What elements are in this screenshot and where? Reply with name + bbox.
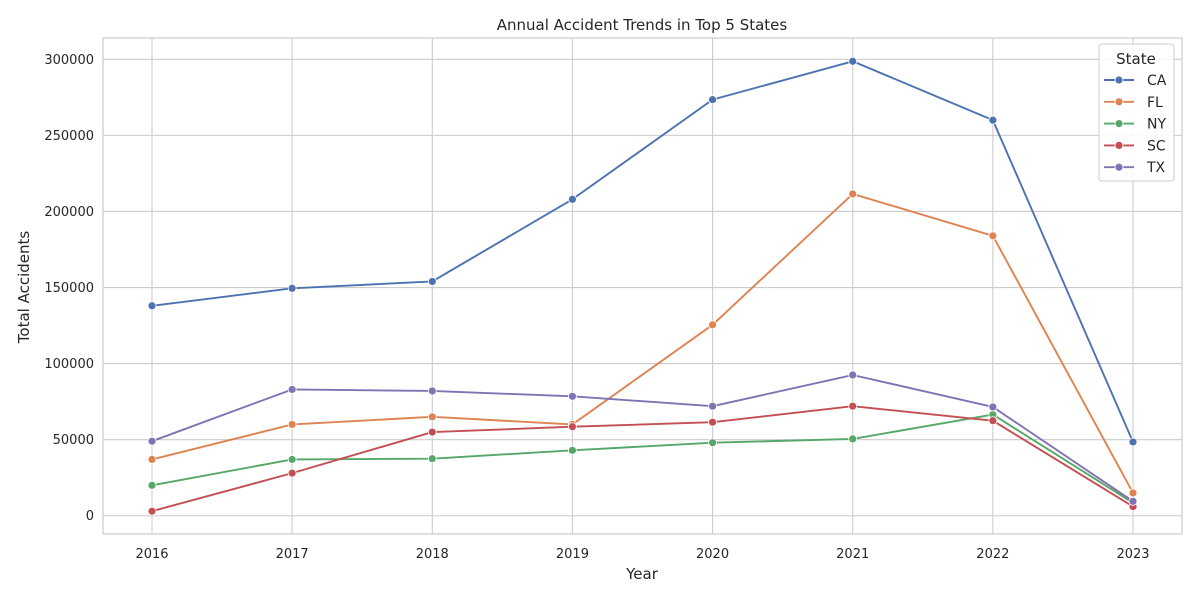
x-tick-label: 2019 (556, 547, 589, 562)
x-tick-label: 2016 (135, 547, 168, 562)
legend-item-tx: TX (1104, 160, 1166, 176)
data-point-ca (988, 115, 998, 125)
series-tx (147, 370, 1138, 506)
data-point-fl (848, 189, 858, 199)
y-axis-label: Total Accidents (15, 231, 33, 345)
y-tick-label: 50000 (53, 433, 94, 448)
y-tick-label: 200000 (44, 205, 94, 220)
series-ca (147, 56, 1138, 447)
data-point-tx (427, 386, 437, 396)
plot-frame (102, 37, 1183, 535)
data-point-ca (287, 283, 297, 293)
data-point-ny (568, 445, 577, 455)
x-tick-label: 2020 (696, 547, 729, 562)
data-point-sc (988, 416, 998, 426)
x-tick-label: 2022 (976, 547, 1009, 562)
data-point-tx (287, 385, 297, 394)
series-fl (147, 189, 1138, 498)
legend-marker (1114, 119, 1124, 128)
x-tick-label: 2021 (836, 547, 869, 562)
legend-label: CA (1147, 73, 1167, 89)
data-point-fl (427, 412, 437, 422)
grid-lines (103, 38, 1182, 534)
data-point-ca (427, 277, 437, 286)
legend-item-ca: CA (1104, 73, 1167, 89)
data-point-ca (848, 56, 858, 66)
data-point-tx (568, 391, 577, 401)
data-point-sc (287, 468, 297, 478)
data-point-fl (1128, 488, 1138, 498)
data-point-fl (708, 320, 717, 330)
data-point-sc (848, 401, 858, 411)
data-point-ny (708, 438, 717, 448)
data-point-ca (708, 95, 717, 105)
x-tick-label: 2023 (1116, 547, 1149, 562)
data-point-sc (708, 417, 717, 427)
data-point-ca (1128, 437, 1138, 447)
series-line-sc (151, 405, 1134, 513)
data-point-fl (147, 455, 157, 464)
legend-label: SC (1147, 138, 1166, 154)
y-tick-label: 300000 (44, 53, 94, 68)
x-axis-label: Year (625, 565, 659, 583)
y-tick-label: 250000 (44, 129, 94, 144)
x-tick-labels: 2016 2017 2018 2019 2020 2021 2022 2023 (135, 547, 1149, 562)
x-tick-label: 2018 (416, 547, 449, 562)
legend-item-ny: NY (1104, 117, 1166, 133)
data-point-sc (427, 427, 437, 437)
data-point-ny (427, 454, 437, 464)
data-point-sc (147, 506, 157, 516)
x-tick-label: 2017 (276, 547, 309, 562)
data-point-sc (568, 422, 577, 432)
y-tick-label: 150000 (44, 281, 94, 296)
legend-label: TX (1146, 160, 1166, 176)
data-point-ny (848, 434, 858, 444)
chart-title: Annual Accident Trends in Top 5 States (497, 16, 788, 34)
legend-label: FL (1147, 95, 1163, 111)
data-point-ny (147, 480, 157, 490)
data-point-tx (147, 436, 157, 446)
data-point-fl (988, 231, 998, 241)
legend-item-fl: FL (1104, 95, 1163, 111)
data-point-fl (287, 420, 297, 429)
data-point-tx (708, 401, 717, 411)
legend-marker (1114, 162, 1124, 172)
legend-title: State (1116, 50, 1156, 68)
series-sc (147, 401, 1138, 516)
series-line-tx (151, 374, 1134, 503)
data-point-tx (988, 402, 998, 412)
data-point-tx (1128, 496, 1138, 506)
data-point-tx (848, 370, 858, 380)
y-tick-label: 0 (86, 509, 94, 524)
legend-marker (1114, 140, 1124, 150)
y-tick-label: 100000 (44, 357, 94, 372)
legend-marker (1114, 97, 1124, 107)
data-point-ca (147, 301, 157, 311)
series-line-fl (151, 193, 1134, 494)
y-tick-labels: 0 50000 100000 150000 200000 250000 300000 (44, 53, 94, 524)
data-point-ny (287, 455, 297, 464)
series-lines (147, 56, 1138, 516)
legend: State CA FL NY SC TX (1098, 43, 1175, 182)
legend-items: CA FL NY SC TX (1104, 73, 1167, 176)
data-point-ca (568, 194, 577, 204)
legend-item-sc: SC (1104, 138, 1166, 154)
legend-label: NY (1147, 117, 1166, 133)
series-line-ca (151, 60, 1134, 443)
legend-marker (1114, 75, 1124, 85)
